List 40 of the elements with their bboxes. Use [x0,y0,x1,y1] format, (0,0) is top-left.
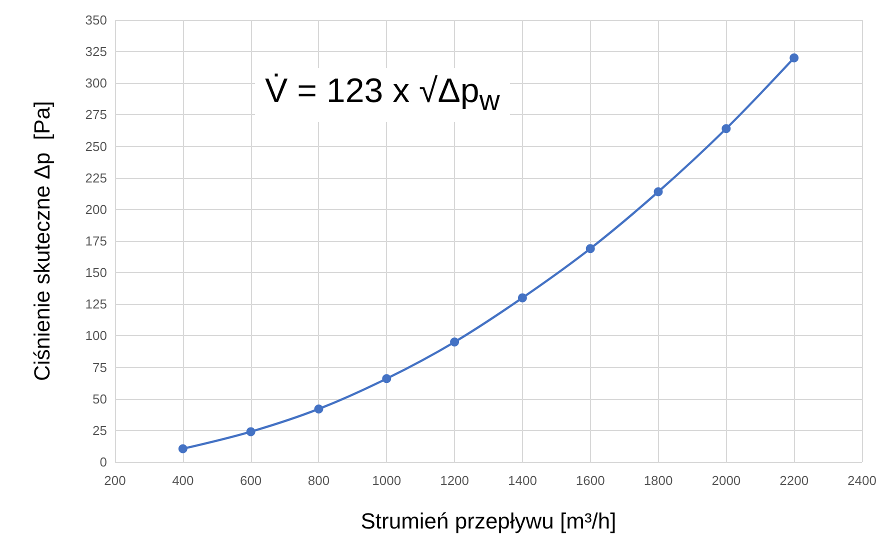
annotation: V̇ = 123 x √Δp$_{w}$ [255,68,510,122]
x-tick-label: 400 [172,473,194,488]
x-axis-title: Strumień przepływu [m³/h] [360,508,616,534]
x-tick-label: 1800 [644,473,673,488]
y-tick-label: 325 [85,44,107,60]
point [586,244,595,254]
y-tick-label: 50 [92,391,107,406]
point [518,293,527,302]
point [382,374,392,384]
y-tick-label: 125 [85,296,107,312]
point [790,53,799,62]
y-tick-label: 0 [100,454,107,470]
y-tick-label: 175 [85,234,107,248]
y-tick-label: 275 [85,107,107,122]
y-tick-label: 100 [85,328,107,344]
x-tick-label: 1600 [576,473,605,488]
x-tick-label: 1400 [508,473,537,488]
y-tick-label: 300 [85,76,107,91]
x-tick-label: 1200 [440,473,470,488]
x-tick-label: 2200 [780,473,809,488]
point [450,338,460,347]
y-tick-label: 75 [92,360,107,375]
point [178,444,188,454]
x-tick-label: 800 [308,473,330,488]
x-tick-label: 600 [240,473,262,488]
y-tick-label: 225 [85,170,107,186]
x-tick-label: 2000 [712,473,741,488]
x-tick-label: 2400 [848,473,876,488]
x-tick-label: 1000 [372,473,402,488]
point [314,404,324,414]
y-tick-label: 150 [85,265,107,280]
point [246,427,256,436]
y-axis-title: Ciśnienie skuteczne Δp [Pa] [30,100,54,382]
y-tick-label: 350 [85,12,107,28]
point [722,124,731,134]
y-tick-label: 200 [85,202,107,217]
y-tick-label: 25 [92,422,107,438]
point [654,187,663,196]
x-tick-label: 200 [104,473,126,488]
y-tick-label: 250 [85,138,107,154]
